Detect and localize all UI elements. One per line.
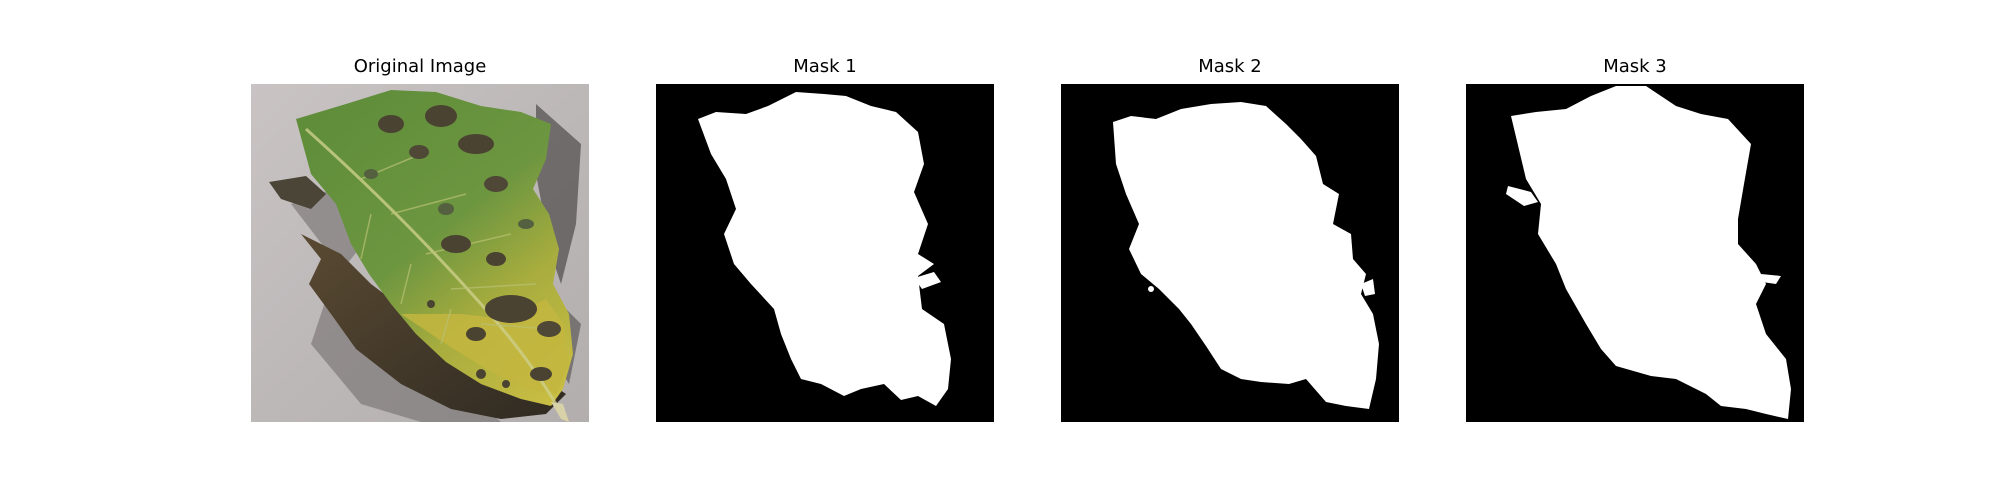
mask-2-panel: Mask 2 bbox=[1061, 52, 1399, 424]
mask-1-panel: Mask 1 bbox=[656, 52, 994, 424]
segmentation-mask bbox=[656, 84, 994, 422]
mask-3-panel: Mask 3 bbox=[1466, 52, 1804, 424]
segmentation-mask bbox=[1466, 84, 1804, 422]
panel-title: Mask 3 bbox=[1603, 56, 1667, 77]
panel-title: Original Image bbox=[353, 56, 487, 77]
panel-title: Mask 2 bbox=[1198, 56, 1262, 77]
segmentation-mask bbox=[1061, 84, 1399, 422]
original-image-panel: Original Image bbox=[251, 52, 589, 424]
panel-title: Mask 1 bbox=[793, 56, 857, 77]
leaf-photo bbox=[251, 84, 589, 422]
